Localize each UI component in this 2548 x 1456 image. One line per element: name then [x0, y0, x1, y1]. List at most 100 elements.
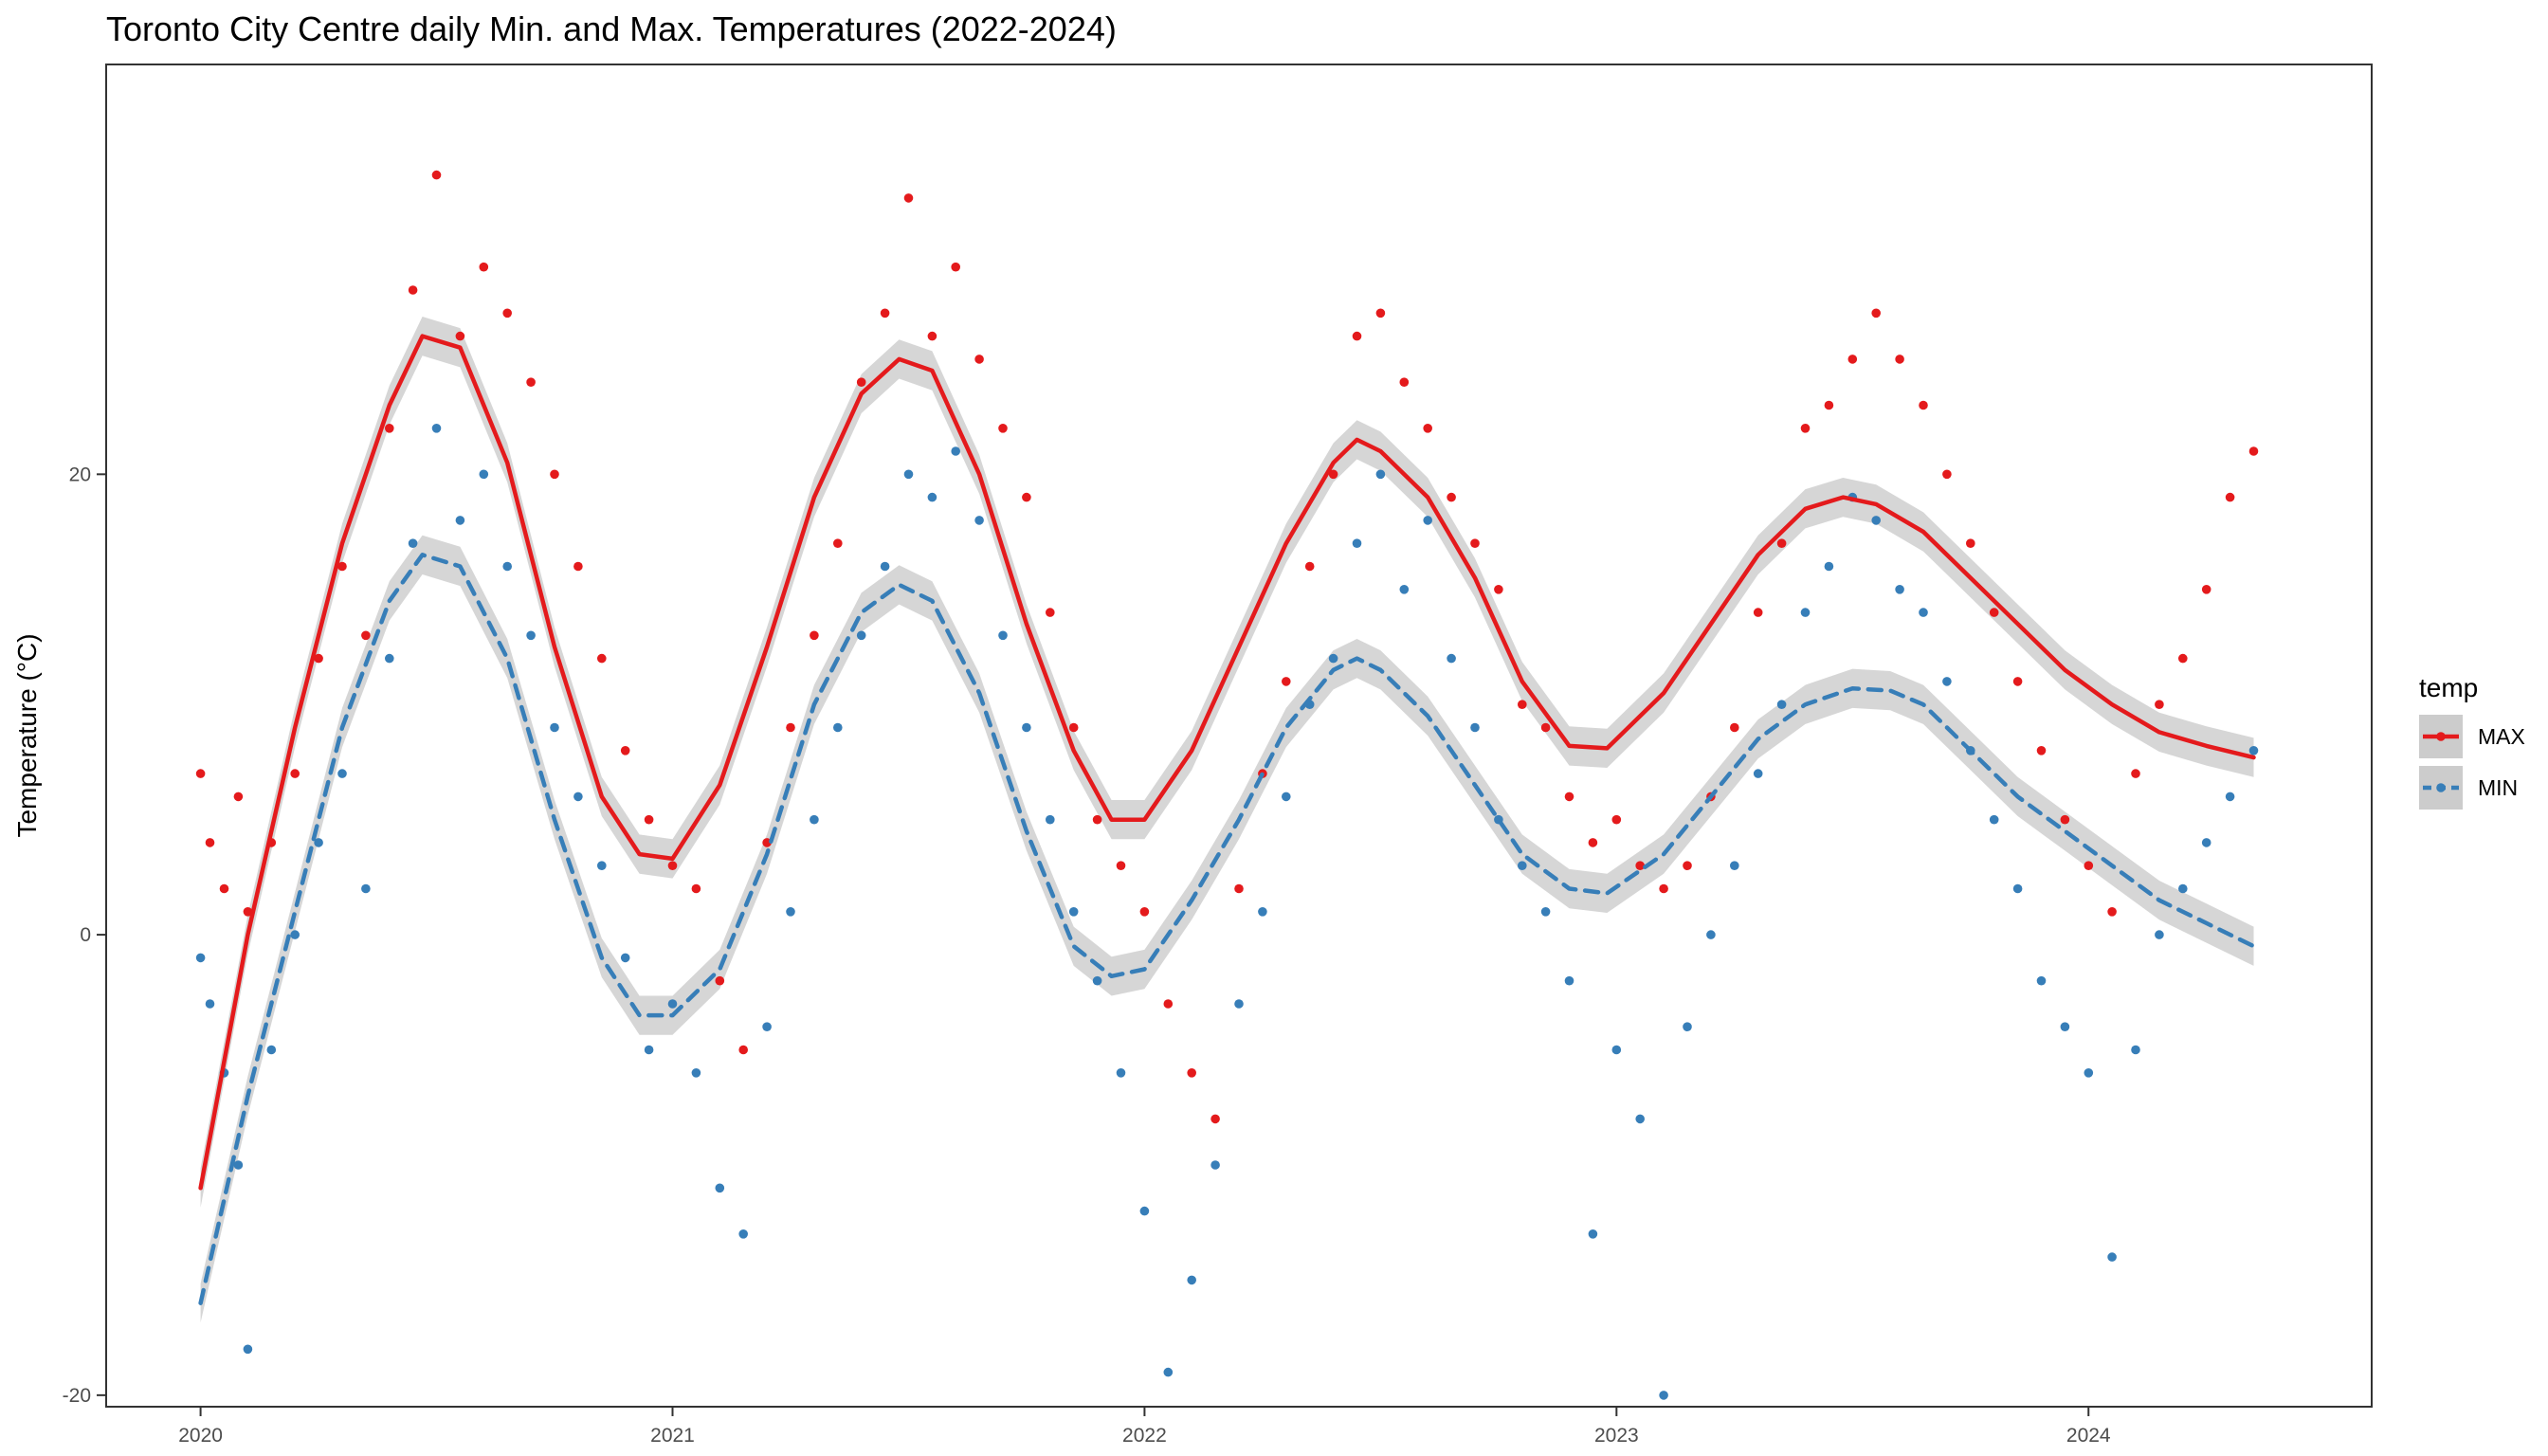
points-min: [195, 424, 2259, 1400]
point-max: [455, 331, 465, 341]
point-min: [2060, 1022, 2070, 1031]
point-min: [1352, 538, 1362, 548]
point-min: [195, 953, 206, 963]
point-min: [1611, 1045, 1622, 1055]
point-min: [1683, 1022, 1692, 1031]
point-max: [1116, 861, 1126, 870]
point-max: [2201, 585, 2211, 594]
point-max: [573, 561, 583, 572]
point-max: [502, 308, 512, 318]
point-min: [1375, 469, 1386, 480]
point-max: [550, 469, 559, 480]
point-min: [620, 953, 630, 963]
point-min: [1730, 861, 1739, 870]
point-min: [1895, 585, 1904, 594]
point-min: [2131, 1045, 2140, 1055]
point-max: [1989, 608, 1999, 617]
point-max: [620, 746, 630, 755]
point-max: [337, 561, 347, 572]
point-max: [1730, 722, 1739, 733]
point-max: [1776, 538, 1787, 548]
y-tick-label-20: 20: [69, 464, 91, 485]
point-max: [880, 308, 890, 318]
point-max: [2036, 746, 2047, 755]
point-min: [1540, 907, 1551, 917]
point-max: [1046, 608, 1055, 617]
point-min: [2036, 975, 2047, 986]
point-max: [974, 355, 984, 364]
point-min: [266, 1045, 277, 1055]
point-max: [1375, 308, 1386, 318]
point-max: [715, 975, 725, 986]
point-max: [1611, 814, 1622, 825]
x-tick-label-2020: 2020: [178, 1425, 223, 1447]
point-max: [1470, 538, 1480, 548]
point-max: [644, 814, 654, 825]
point-min: [479, 469, 489, 480]
point-max: [526, 377, 536, 388]
point-max: [1540, 722, 1551, 733]
point-min: [205, 999, 215, 1009]
point-min: [667, 999, 678, 1009]
plot-panel-background: [106, 64, 2372, 1407]
point-max: [597, 653, 607, 664]
point-min: [243, 1344, 253, 1355]
point-min: [903, 469, 914, 480]
point-min: [290, 930, 300, 939]
point-min: [1163, 1367, 1174, 1377]
legend-label-min: MIN: [2478, 775, 2518, 800]
point-max: [1824, 400, 1834, 410]
point-min: [550, 722, 559, 733]
point-min: [1470, 722, 1480, 733]
point-min: [1068, 907, 1079, 917]
point-max: [2178, 653, 2188, 664]
point-max: [1210, 1114, 1220, 1124]
point-min: [1447, 653, 1456, 664]
smooth-line-min: [198, 553, 2256, 1305]
point-max: [431, 170, 442, 180]
point-max: [667, 861, 678, 870]
point-max: [2248, 446, 2259, 456]
point-max: [2225, 492, 2235, 502]
point-max: [2012, 677, 2023, 686]
point-min: [762, 1022, 772, 1031]
plot-panel-border: [105, 64, 2373, 1408]
point-max: [903, 193, 914, 203]
x-tick-label-2021: 2021: [650, 1425, 695, 1447]
point-max: [1919, 400, 1928, 410]
smooth-line-max: [198, 334, 2256, 1191]
point-min: [1258, 907, 1267, 917]
point-min: [1776, 700, 1787, 709]
point-max: [786, 722, 795, 733]
point-min: [691, 1068, 701, 1078]
point-min: [361, 883, 371, 894]
point-min: [597, 861, 607, 870]
point-max: [1328, 469, 1338, 480]
point-min: [786, 907, 795, 917]
point-min: [1989, 814, 1999, 825]
point-max: [219, 883, 229, 894]
point-min: [1399, 585, 1410, 594]
point-min: [1282, 792, 1291, 802]
point-max: [1447, 492, 1456, 502]
point-min: [1824, 561, 1834, 572]
point-min: [314, 838, 323, 847]
point-max: [856, 377, 866, 388]
smooth-lines: [198, 334, 2256, 1305]
x-tick-label-2024: 2024: [2066, 1425, 2111, 1447]
point-max: [2060, 814, 2070, 825]
legend-title: temp: [2419, 673, 2478, 702]
point-min: [715, 1183, 725, 1193]
point-min: [455, 516, 465, 525]
point-min: [2201, 838, 2211, 847]
point-min: [1328, 653, 1338, 664]
legend-key-point: [2436, 732, 2446, 741]
point-max: [408, 285, 418, 295]
point-min: [1187, 1275, 1196, 1285]
point-max: [1139, 907, 1150, 917]
point-min: [1210, 1160, 1220, 1170]
point-min: [1046, 814, 1055, 825]
y-axis-label: Temperature (°C): [12, 633, 42, 837]
point-min: [1942, 677, 1952, 686]
y-tick-label-0: 0: [80, 924, 91, 946]
